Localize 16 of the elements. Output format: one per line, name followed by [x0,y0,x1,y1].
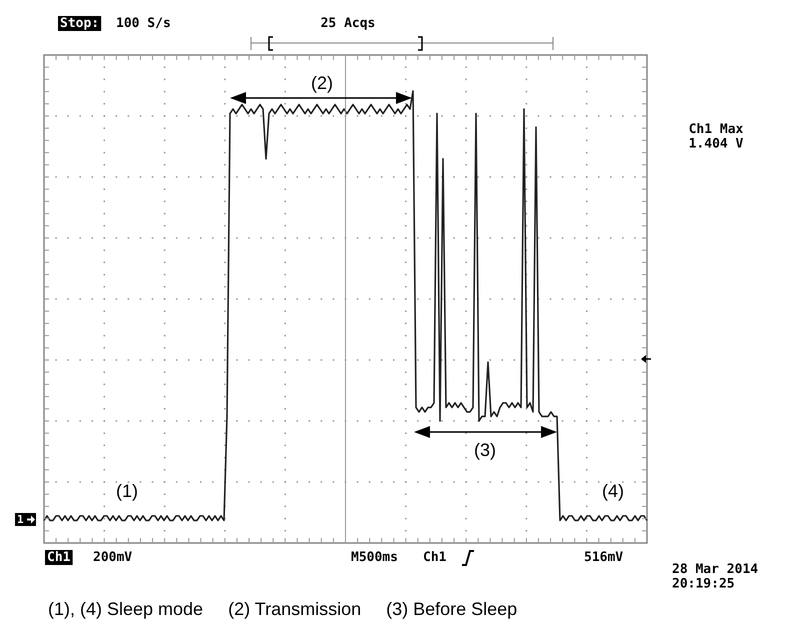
annotation: (1) [116,481,138,501]
text: Ch1 [423,550,447,565]
text: M500ms [351,550,398,565]
annotation: (2) [311,73,333,93]
text: 25 Acqs [320,16,376,31]
text: Ch1 [47,550,71,565]
text: Ch1 Max 1.404 V [688,122,744,152]
annotation: (3) [474,440,496,460]
text: 200mV [93,550,132,565]
text: 516mV [584,550,624,565]
text: (1), (4) Sleep mode (2) Transmission (3) Before Sleep [48,599,518,619]
text: 28 Mar 2014 20:19:25 [672,562,758,592]
annotation: (4) [602,481,624,501]
text: Stop: [60,16,100,31]
text: 100 S/s [116,16,171,31]
text: 1 [17,513,24,526]
